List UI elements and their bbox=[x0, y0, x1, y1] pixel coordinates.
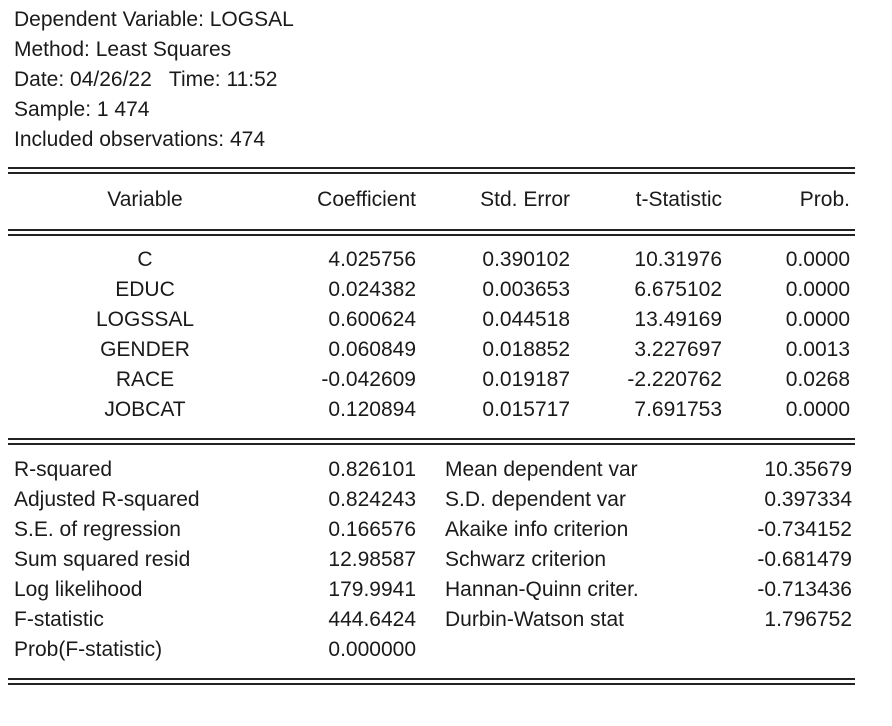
column-header: Variable bbox=[107, 188, 183, 211]
cell: 13.49169 bbox=[634, 308, 722, 331]
cell: 0.015717 bbox=[482, 398, 570, 421]
stat-label: Sum squared resid bbox=[14, 548, 191, 571]
cell: 6.675102 bbox=[634, 278, 722, 301]
rule bbox=[8, 229, 855, 231]
header-line: Sample: 1 474 bbox=[14, 98, 150, 121]
stat-value: 0.397334 bbox=[764, 488, 852, 511]
stat-value: 179.9941 bbox=[328, 578, 416, 601]
variable-name: GENDER bbox=[100, 338, 190, 361]
rule bbox=[8, 683, 855, 685]
stat-value: 0.826101 bbox=[328, 458, 416, 481]
rule bbox=[8, 438, 855, 440]
column-header: Prob. bbox=[799, 188, 850, 211]
rule bbox=[8, 167, 855, 169]
cell: 0.044518 bbox=[482, 308, 570, 331]
stat-label: Adjusted R-squared bbox=[14, 488, 200, 511]
cell: 0.0000 bbox=[785, 248, 850, 271]
stat-value: 10.35679 bbox=[764, 458, 852, 481]
header-line: Dependent Variable: LOGSAL bbox=[14, 8, 294, 31]
variable-name: JOBCAT bbox=[104, 398, 186, 421]
cell: 0.120894 bbox=[328, 398, 416, 421]
cell: 0.0000 bbox=[785, 308, 850, 331]
cell: 0.390102 bbox=[482, 248, 570, 271]
stat-value: 12.98587 bbox=[328, 548, 416, 571]
stat-label: Mean dependent var bbox=[445, 458, 638, 481]
cell: 0.060849 bbox=[328, 338, 416, 361]
cell: 0.0013 bbox=[785, 338, 850, 361]
cell: 0.003653 bbox=[482, 278, 570, 301]
column-header: Coefficient bbox=[317, 188, 416, 211]
cell: 0.600624 bbox=[328, 308, 416, 331]
cell: -2.220762 bbox=[627, 368, 722, 391]
cell: 0.024382 bbox=[328, 278, 416, 301]
stat-label: Akaike info criterion bbox=[445, 518, 629, 541]
cell: -0.042609 bbox=[321, 368, 416, 391]
stat-value: 444.6424 bbox=[328, 608, 416, 631]
stat-label: Hannan-Quinn criter. bbox=[445, 578, 639, 601]
header-line: Date: 04/26/22 Time: 11:52 bbox=[14, 68, 278, 91]
cell: 4.025756 bbox=[328, 248, 416, 271]
stat-value: 1.796752 bbox=[764, 608, 852, 631]
stat-label: S.E. of regression bbox=[14, 518, 181, 541]
stat-value: -0.713436 bbox=[757, 578, 852, 601]
stat-label: F-statistic bbox=[14, 608, 104, 631]
cell: 7.691753 bbox=[634, 398, 722, 421]
stat-label: Durbin-Watson stat bbox=[445, 608, 624, 631]
cell: 0.0000 bbox=[785, 278, 850, 301]
variable-name: RACE bbox=[115, 368, 175, 391]
stat-value: -0.681479 bbox=[757, 548, 852, 571]
cell: 10.31976 bbox=[634, 248, 722, 271]
stat-label: S.D. dependent var bbox=[445, 488, 626, 511]
stat-label: Log likelihood bbox=[14, 578, 143, 601]
cell: 0.018852 bbox=[482, 338, 570, 361]
cell: 0.0000 bbox=[785, 398, 850, 421]
variable-name: EDUC bbox=[115, 278, 175, 301]
variable-name: LOGSSAL bbox=[95, 308, 195, 331]
rule bbox=[8, 172, 855, 174]
column-header: t-Statistic bbox=[635, 188, 722, 211]
rule bbox=[8, 234, 855, 236]
stat-label: R-squared bbox=[14, 458, 113, 481]
cell: 0.019187 bbox=[482, 368, 570, 391]
cell: 0.0268 bbox=[785, 368, 850, 391]
rule bbox=[8, 678, 855, 680]
rule bbox=[8, 443, 855, 445]
stat-value: 0.166576 bbox=[328, 518, 416, 541]
column-header: Std. Error bbox=[480, 188, 570, 211]
stat-value: 0.824243 bbox=[328, 488, 416, 511]
header-line: Method: Least Squares bbox=[14, 38, 232, 61]
stat-label: Schwarz criterion bbox=[445, 548, 607, 571]
stat-label: Prob(F-statistic) bbox=[14, 638, 163, 661]
stat-value: -0.734152 bbox=[757, 518, 852, 541]
stat-value: 0.000000 bbox=[328, 638, 416, 661]
variable-name: C bbox=[137, 248, 153, 271]
header-line: Included observations: 474 bbox=[14, 128, 266, 151]
cell: 3.227697 bbox=[634, 338, 722, 361]
